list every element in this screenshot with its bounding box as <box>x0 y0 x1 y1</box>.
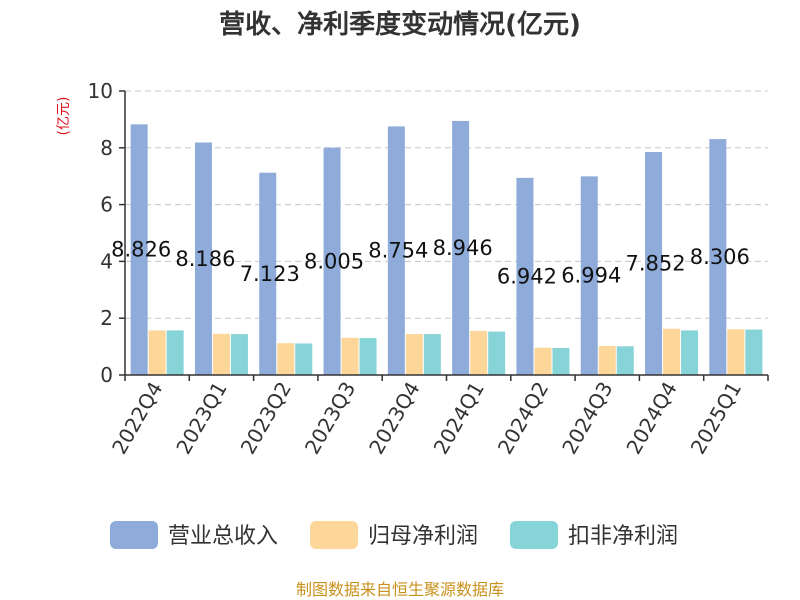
bar <box>230 334 248 375</box>
bar <box>212 333 230 375</box>
legend: 营业总收入 归母净利润 扣非净利润 <box>110 521 678 549</box>
data-label: 8.826 <box>111 238 171 262</box>
bar <box>598 346 616 375</box>
bar <box>423 334 441 375</box>
bar <box>130 124 148 375</box>
bar <box>295 343 313 375</box>
x-tick-label: 2024Q2 <box>493 378 553 459</box>
bar <box>488 331 506 375</box>
bar <box>277 343 295 375</box>
bar <box>534 347 552 375</box>
x-tick-label: 2023Q4 <box>364 378 424 459</box>
legend-swatch <box>510 521 558 549</box>
grid-lines <box>125 90 768 319</box>
data-label: 8.186 <box>175 247 235 271</box>
legend-label: 扣非净利润 <box>568 524 678 549</box>
y-axis-label: (亿元) <box>56 97 72 136</box>
legend-swatch <box>310 521 358 549</box>
x-tick-label: 2023Q3 <box>300 378 360 459</box>
bar <box>323 147 341 375</box>
legend-label: 归母净利润 <box>368 524 478 549</box>
bar <box>580 176 598 375</box>
x-tick-label: 2023Q2 <box>236 378 296 459</box>
bar <box>341 337 359 375</box>
bar <box>166 330 184 375</box>
x-tick-label: 2022Q4 <box>107 378 167 459</box>
y-tick-label: 8 <box>100 136 113 160</box>
bar <box>148 330 166 375</box>
x-tick-label: 2025Q1 <box>686 378 746 459</box>
data-label: 8.754 <box>368 239 428 263</box>
bar <box>727 329 745 375</box>
bars <box>130 120 763 376</box>
x-tick-label: 2024Q1 <box>429 378 489 459</box>
data-label: 6.994 <box>561 264 621 288</box>
bar <box>663 328 681 375</box>
x-tick-label: 2024Q4 <box>621 378 681 459</box>
bar <box>516 177 534 375</box>
bar <box>681 330 699 375</box>
y-tick-label: 2 <box>100 306 113 330</box>
bar <box>745 329 763 375</box>
x-tick-label: 2024Q3 <box>557 378 617 459</box>
data-label: 7.852 <box>625 252 685 276</box>
bar <box>470 330 488 375</box>
bar <box>194 142 212 375</box>
bar <box>709 139 727 375</box>
data-label: 6.942 <box>497 264 557 288</box>
bar <box>645 152 663 375</box>
y-tick-label: 4 <box>100 249 113 273</box>
y-tick-label: 6 <box>100 193 113 217</box>
x-tick-label: 2023Q1 <box>171 378 231 459</box>
data-label: 8.306 <box>690 245 750 269</box>
bar <box>452 120 470 376</box>
data-label: 7.123 <box>240 262 300 286</box>
data-label: 8.005 <box>304 249 364 273</box>
chart-title: 营收、净利季度变动情况(亿元) <box>219 9 581 40</box>
bar <box>359 338 377 375</box>
source-note: 制图数据来自恒生聚源数据库 <box>296 580 504 599</box>
bar <box>405 334 423 375</box>
bar <box>259 172 277 375</box>
data-label: 8.946 <box>433 236 493 260</box>
bar <box>616 346 634 375</box>
y-tick-label: 0 <box>100 363 113 387</box>
bar <box>552 348 570 375</box>
y-tick-label: 10 <box>88 79 113 103</box>
bar <box>387 126 405 375</box>
legend-swatch <box>110 521 158 549</box>
legend-label: 营业总收入 <box>168 524 278 549</box>
